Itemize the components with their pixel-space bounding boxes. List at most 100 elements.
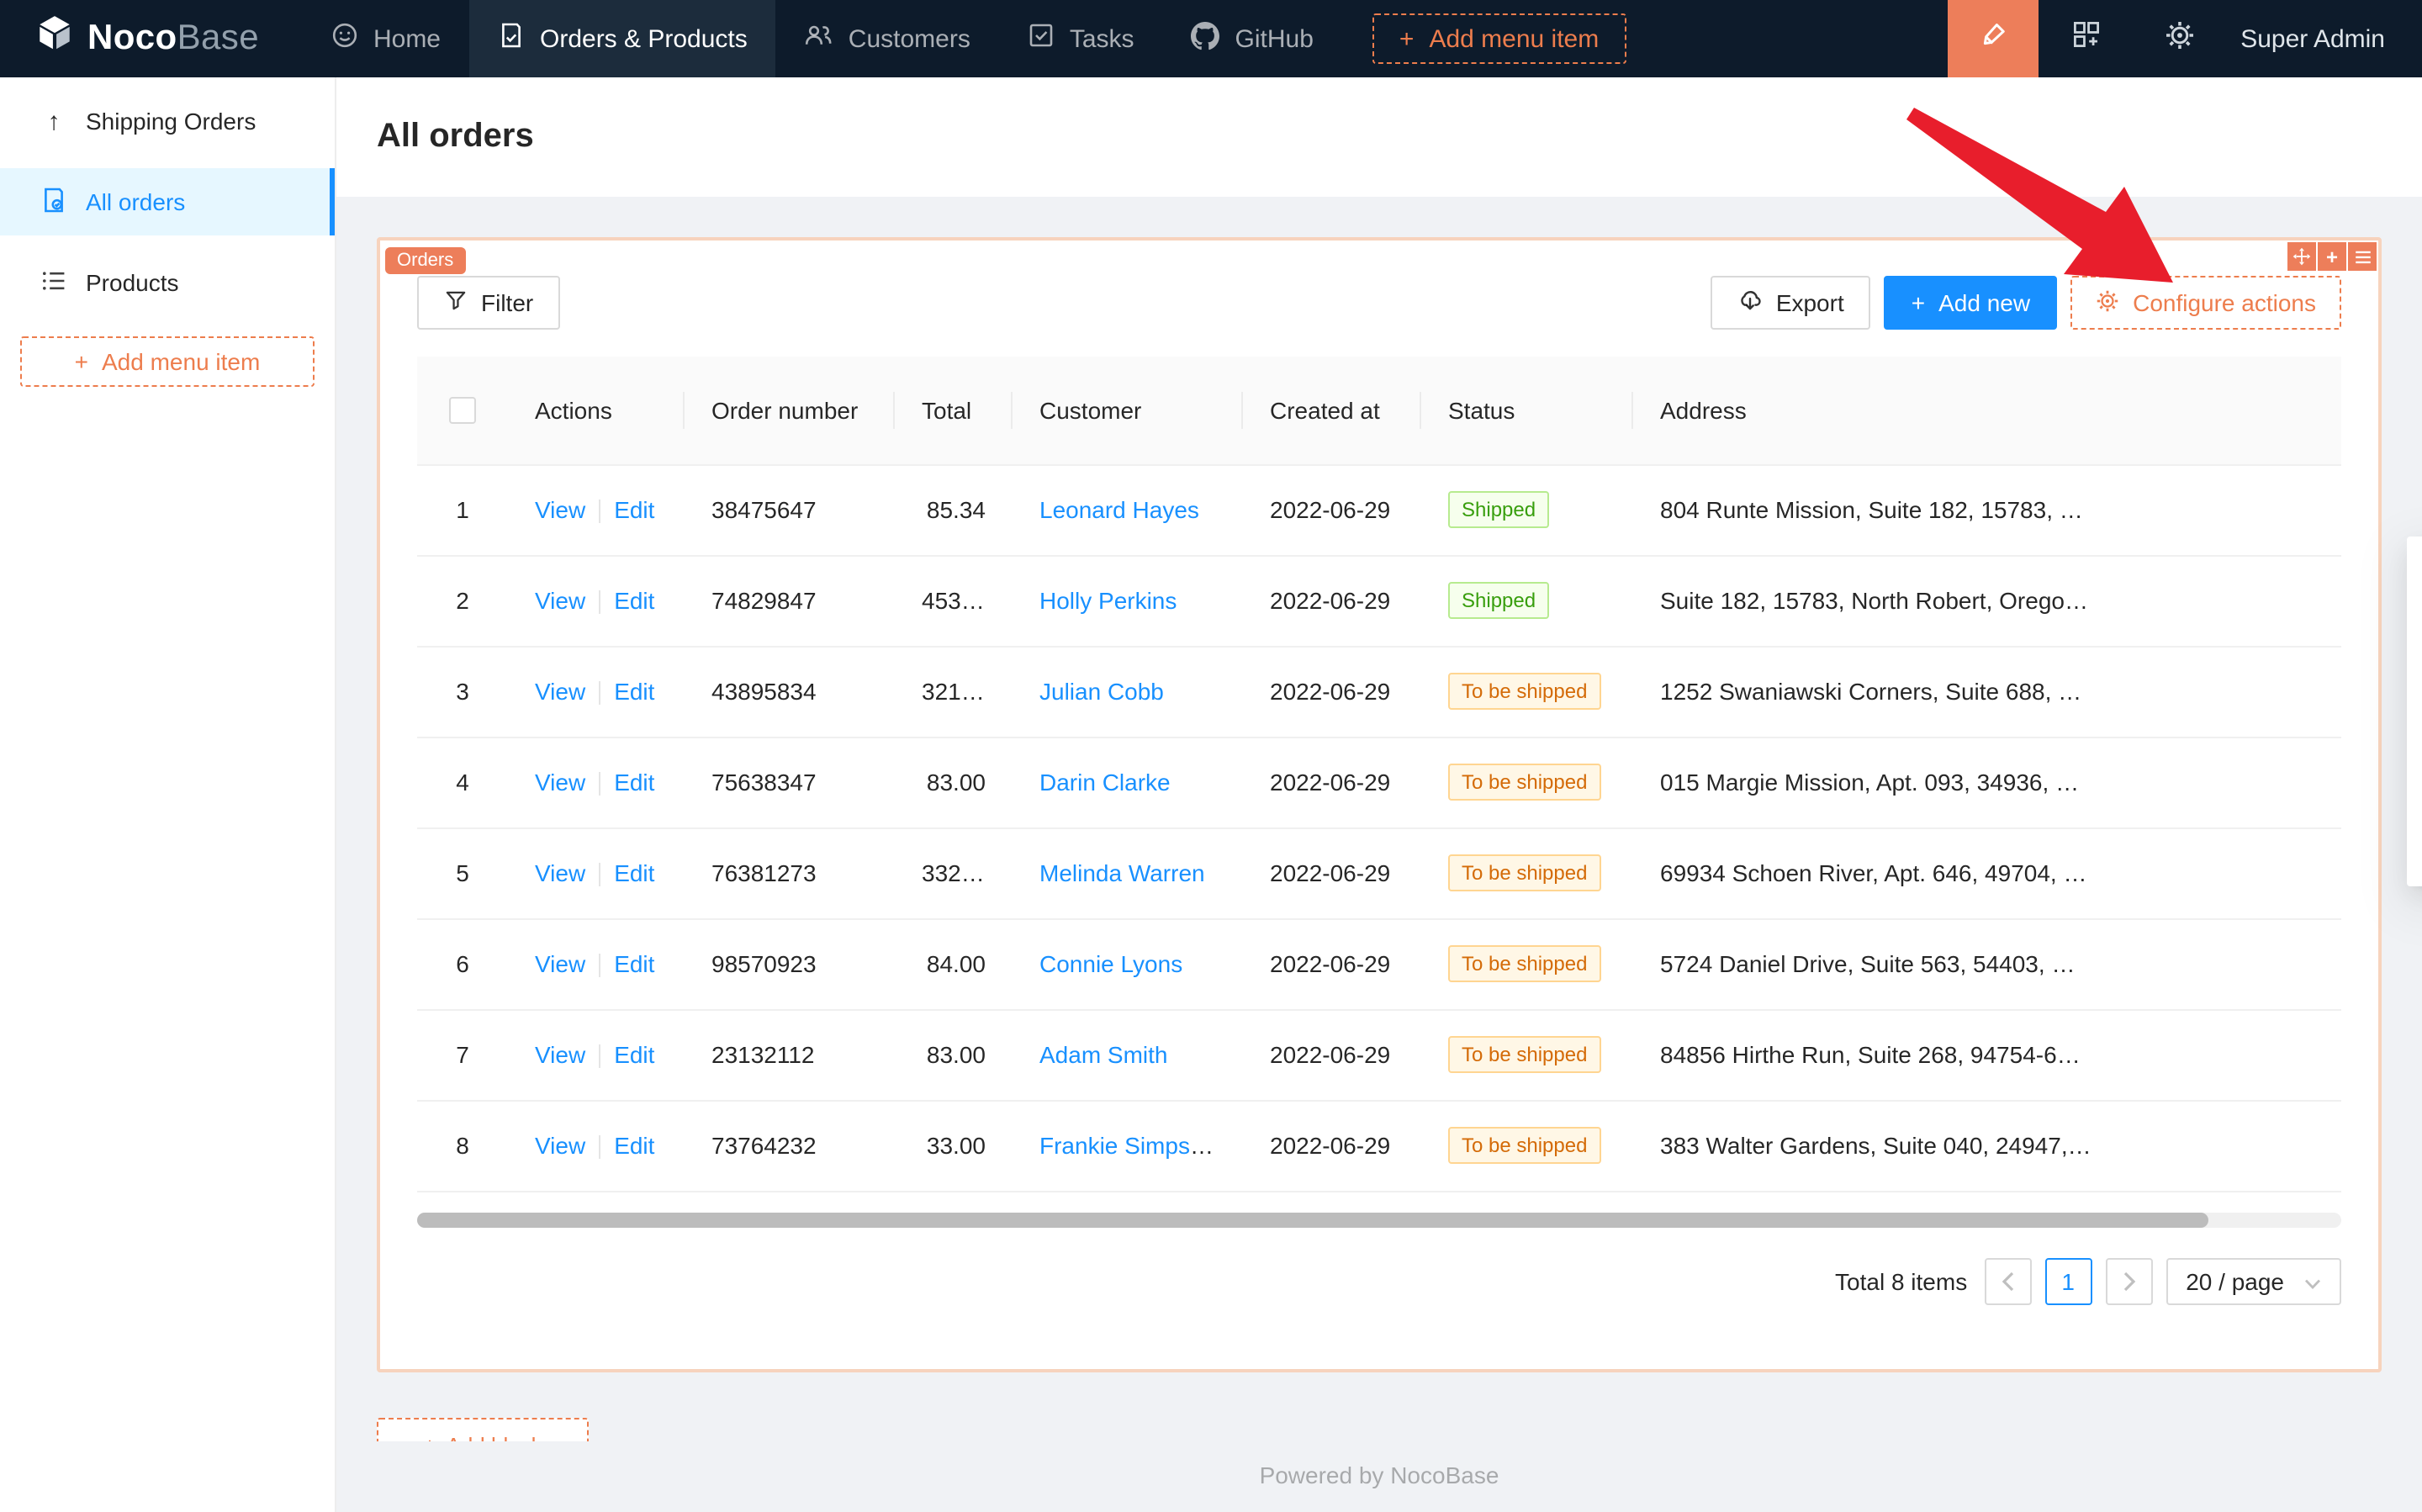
sidebar-item-label: Shipping Orders bbox=[86, 108, 256, 135]
table-row[interactable]: 4 View Edit 75638347 83.00 Darin Clarke 2… bbox=[417, 737, 2341, 828]
created-at-cell: 2022-06-29 bbox=[1270, 1041, 1391, 1068]
edit-link[interactable]: Edit bbox=[614, 586, 655, 614]
prev-page-button[interactable] bbox=[1984, 1258, 2032, 1305]
row-index: 3 bbox=[456, 678, 469, 705]
export-button[interactable]: Export bbox=[1710, 276, 1871, 330]
customer-link[interactable]: Leonard Hayes bbox=[1039, 496, 1199, 523]
table-row[interactable]: 3 View Edit 43895834 321.00 Julian Cobb 2… bbox=[417, 646, 2341, 737]
nocobase-logo[interactable]: NocoBase bbox=[34, 13, 259, 64]
column-header-actions[interactable]: Actions bbox=[508, 357, 685, 465]
order-number-cell: 23132112 bbox=[711, 1041, 815, 1068]
page-size-value: 20 / page bbox=[2186, 1268, 2284, 1295]
customer-link[interactable]: Julian Cobb bbox=[1039, 678, 1164, 705]
sidebar-item-all-orders[interactable]: All orders bbox=[0, 168, 335, 235]
sidebar-add-menu-item-button[interactable]: + Add menu item bbox=[20, 336, 315, 387]
view-link[interactable]: View bbox=[535, 1040, 586, 1068]
settings-button[interactable] bbox=[2133, 0, 2227, 77]
table-row[interactable]: 1 View Edit 38475647 85.34 Leonard Hayes … bbox=[417, 464, 2341, 556]
nav-item-home[interactable]: Home bbox=[303, 0, 469, 77]
view-link[interactable]: View bbox=[535, 768, 586, 796]
table-row[interactable]: 8 View Edit 73764232 33.00 Frankie Simpso… bbox=[417, 1100, 2341, 1192]
add-block-button[interactable]: + Add block bbox=[377, 1418, 589, 1441]
horizontal-scrollbar-track[interactable] bbox=[417, 1213, 2341, 1228]
table-toolbar: Filter Export + Add new bbox=[417, 276, 2341, 330]
dropdown-action-item[interactable]: Filter bbox=[2407, 597, 2422, 651]
file-done-icon bbox=[498, 22, 525, 56]
view-link[interactable]: View bbox=[535, 586, 586, 614]
view-link[interactable]: View bbox=[535, 677, 586, 705]
sidebar-item-label: All orders bbox=[86, 188, 186, 215]
next-page-button[interactable] bbox=[2105, 1258, 2153, 1305]
select-all-checkbox[interactable] bbox=[449, 397, 476, 425]
customer-link[interactable]: Adam Smith bbox=[1039, 1041, 1168, 1068]
nav-item-customers[interactable]: Customers bbox=[776, 0, 999, 77]
nav-item-orders-products[interactable]: Orders & Products bbox=[469, 0, 776, 77]
customer-link[interactable]: Frankie Simpson bbox=[1039, 1132, 1217, 1159]
add-block-corner-button[interactable]: + bbox=[2318, 242, 2346, 271]
nav-item-label: GitHub bbox=[1235, 24, 1314, 53]
page-number-button[interactable]: 1 bbox=[2044, 1258, 2092, 1305]
created-at-cell: 2022-06-29 bbox=[1270, 496, 1391, 523]
row-index: 4 bbox=[456, 769, 469, 796]
dropdown-action-item[interactable]: Add new bbox=[2407, 651, 2422, 705]
team-icon bbox=[805, 22, 833, 56]
edit-link[interactable]: Edit bbox=[614, 495, 655, 523]
address-cell: 015 Margie Mission, Apt. 093, 34936, Ebe… bbox=[1660, 769, 2118, 796]
sidebar-item-shipping-orders[interactable]: ↑ Shipping Orders bbox=[0, 87, 335, 155]
sidebar-item-label: Products bbox=[86, 269, 179, 296]
view-link[interactable]: View bbox=[535, 495, 586, 523]
total-cell: 33.00 bbox=[926, 1132, 986, 1159]
status-badge: To be shipped bbox=[1448, 1036, 1601, 1073]
view-link[interactable]: View bbox=[535, 859, 586, 886]
edit-link[interactable]: Edit bbox=[614, 677, 655, 705]
edit-link[interactable]: Edit bbox=[614, 768, 655, 796]
total-cell: 321.00 bbox=[922, 678, 994, 705]
appstore-add-icon bbox=[2071, 20, 2100, 57]
column-header-created-at[interactable]: Created at bbox=[1243, 357, 1421, 465]
block-tag: Orders bbox=[385, 247, 466, 274]
page-header: All orders bbox=[336, 77, 2422, 197]
dropdown-action-item[interactable]: Refresh bbox=[2407, 759, 2422, 812]
column-header-address[interactable]: Address bbox=[1633, 357, 2119, 465]
horizontal-scrollbar-thumb[interactable] bbox=[417, 1213, 2208, 1228]
customer-link[interactable]: Melinda Warren bbox=[1039, 859, 1205, 886]
ui-editor-button[interactable] bbox=[1948, 0, 2039, 77]
user-menu[interactable]: Super Admin bbox=[2240, 24, 2385, 53]
customer-link[interactable]: Connie Lyons bbox=[1039, 950, 1183, 977]
block-designer-toolbar: + bbox=[2287, 242, 2377, 271]
plus-icon: + bbox=[1399, 24, 1415, 53]
table-row[interactable]: 2 View Edit 74829847 453.00 Holly Perkins… bbox=[417, 555, 2341, 647]
navbar-add-menu-item-button[interactable]: + Add menu item bbox=[1372, 13, 1626, 64]
sidebar-item-products[interactable]: Products bbox=[0, 249, 335, 316]
chevron-down-icon bbox=[2304, 1268, 2321, 1295]
configure-actions-button[interactable]: Configure actions bbox=[2070, 276, 2341, 330]
nav-item-github[interactable]: GitHub bbox=[1163, 0, 1342, 77]
dropdown-action-item[interactable]: Export bbox=[2407, 812, 2422, 866]
edit-link[interactable]: Edit bbox=[614, 859, 655, 886]
toolbar-right-actions: Export + Add new bbox=[1710, 276, 2341, 330]
column-header-order-number[interactable]: Order number bbox=[685, 357, 895, 465]
table-row[interactable]: 6 View Edit 98570923 84.00 Connie Lyons 2… bbox=[417, 918, 2341, 1010]
column-header-customer[interactable]: Customer bbox=[1013, 357, 1243, 465]
column-header-status[interactable]: Status bbox=[1421, 357, 1633, 465]
filter-button[interactable]: Filter bbox=[417, 276, 561, 330]
add-new-button[interactable]: + Add new bbox=[1884, 276, 2058, 330]
plugin-manager-button[interactable] bbox=[2039, 0, 2133, 77]
edit-link[interactable]: Edit bbox=[614, 949, 655, 977]
nav-item-tasks[interactable]: Tasks bbox=[999, 0, 1163, 77]
customer-link[interactable]: Holly Perkins bbox=[1039, 587, 1177, 614]
table-row[interactable]: 5 View Edit 76381273 332.00 Melinda Warre… bbox=[417, 827, 2341, 919]
column-header-total[interactable]: Total bbox=[895, 357, 1013, 465]
customer-link[interactable]: Darin Clarke bbox=[1039, 769, 1171, 796]
drag-block-button[interactable] bbox=[2287, 242, 2316, 271]
edit-link[interactable]: Edit bbox=[614, 1131, 655, 1159]
block-menu-button[interactable] bbox=[2348, 242, 2377, 271]
edit-link[interactable]: Edit bbox=[614, 1040, 655, 1068]
page-size-select[interactable]: 20 / page bbox=[2166, 1258, 2341, 1305]
dropdown-action-item[interactable]: Delete bbox=[2407, 705, 2422, 759]
view-link[interactable]: View bbox=[535, 1131, 586, 1159]
table-row[interactable]: 7 View Edit 23132112 83.00 Adam Smith 202… bbox=[417, 1009, 2341, 1101]
nav-item-label: Orders & Products bbox=[540, 24, 748, 53]
add-new-button-label: Add new bbox=[1938, 289, 2031, 316]
view-link[interactable]: View bbox=[535, 949, 586, 977]
